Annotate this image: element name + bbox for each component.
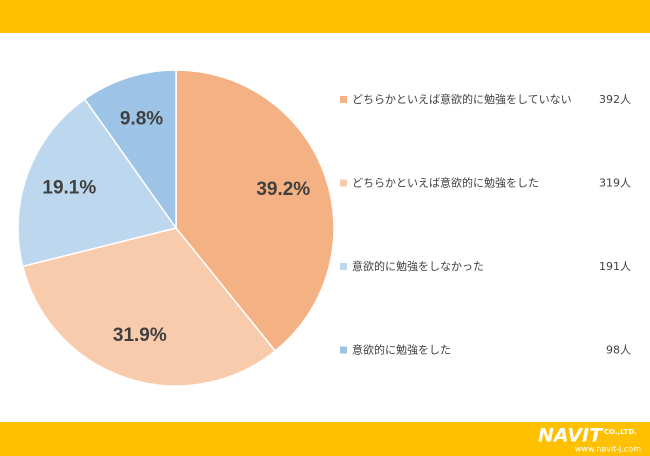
legend-label: 意欲的に勉強をしなかった: [352, 259, 484, 273]
legend-swatch: [340, 346, 347, 354]
legend-count: 191人: [599, 260, 631, 273]
slice-label: 9.8%: [120, 109, 163, 130]
pie-slice: [83, 69, 177, 231]
legend-label: 意欲的に勉強をした: [352, 343, 451, 357]
logo: NAVIT: [538, 425, 604, 447]
pie-slice: [17, 97, 178, 268]
legend-swatch: [340, 179, 347, 187]
slice-label: 31.9%: [113, 325, 167, 346]
pie-slice: [21, 227, 277, 387]
slice-label: 19.1%: [42, 177, 96, 198]
pie-slice: [175, 69, 335, 353]
legend-count: 319人: [599, 177, 631, 190]
header-band: [0, 0, 650, 33]
legend-swatch: [340, 96, 347, 103]
company: CO.,LTD.: [604, 428, 637, 436]
legend-label: どちらかといえば意欲的に勉強をしていない: [352, 92, 572, 106]
legend-count: 98人: [606, 344, 631, 357]
footer-band: [0, 422, 650, 456]
legend-swatch: [340, 263, 347, 270]
legend-count: 392人: [599, 93, 631, 106]
url: www.navit-j.com: [575, 445, 641, 454]
slice-label: 39.2%: [256, 179, 310, 200]
legend-label: どちらかといえば意欲的に勉強をした: [352, 176, 539, 190]
